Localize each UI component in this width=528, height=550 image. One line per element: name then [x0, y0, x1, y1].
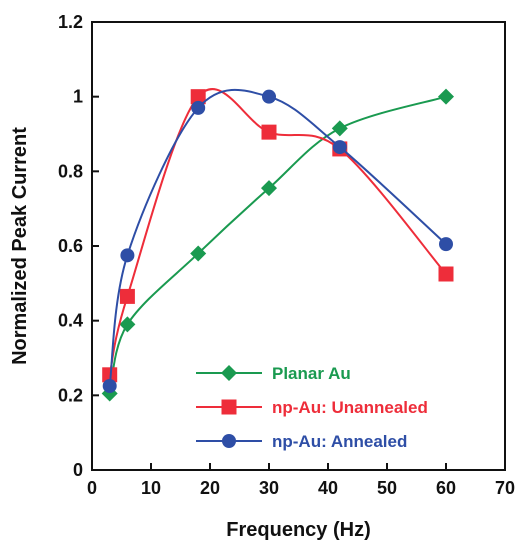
data-point — [261, 180, 277, 197]
x-tick-label: 10 — [141, 478, 161, 498]
legend-marker — [222, 434, 236, 448]
y-tick-label: 0.2 — [58, 385, 83, 405]
data-point — [190, 245, 207, 262]
y-tick-label: 1 — [73, 87, 83, 107]
x-tick-label: 20 — [200, 478, 220, 498]
data-point — [119, 316, 136, 333]
data-point — [102, 379, 117, 393]
y-tick-label: 0.8 — [58, 161, 83, 181]
x-tick-label: 40 — [318, 478, 338, 498]
data-point — [191, 100, 206, 115]
data-point — [262, 89, 276, 104]
data-point — [190, 89, 206, 105]
legend-item: np-Au: Annealed — [196, 432, 407, 451]
y-axis-title: Normalized Peak Current — [9, 127, 31, 365]
y-tick-label: 0.4 — [58, 311, 83, 331]
x-tick-label: 70 — [495, 478, 515, 498]
series-line — [108, 88, 447, 376]
legend-label: np-Au: Unannealed — [272, 398, 428, 417]
legend-item: Planar Au — [196, 364, 351, 383]
series-line — [108, 95, 447, 394]
y-tick-label: 0.6 — [58, 236, 83, 256]
axes-layer: 0 10 20 30 40 50 60 70 0 0.2 0.4 0.6 0.8 1 1.2 — [58, 12, 515, 498]
data-point — [102, 367, 118, 383]
series-2 — [102, 88, 453, 393]
series-line — [108, 88, 447, 387]
data-point — [438, 266, 454, 282]
legend: Planar Au np-Au: Unannealed np-Au: Anneale… — [196, 364, 428, 451]
legend-marker — [221, 399, 237, 415]
series-1 — [102, 88, 454, 383]
legend-label: Planar Au — [272, 364, 351, 383]
y-tick-label: 0 — [73, 460, 83, 480]
y-tick-label: 1.2 — [58, 12, 83, 32]
legend-marker — [221, 365, 237, 381]
x-tick-label: 50 — [377, 478, 397, 498]
data-point — [120, 248, 135, 263]
series-0 — [101, 88, 454, 402]
x-axis-title: Frequency (Hz) — [226, 519, 370, 541]
x-tick-label: 60 — [436, 478, 456, 498]
legend-label: np-Au: Annealed — [272, 432, 407, 451]
data-point — [331, 120, 348, 137]
data-point — [438, 88, 454, 105]
legend-item: np-Au: Unannealed — [196, 398, 428, 417]
series-layer — [101, 88, 454, 402]
data-point — [261, 124, 277, 140]
x-tick-label: 0 — [87, 478, 97, 498]
x-tick-label: 30 — [259, 478, 279, 498]
data-point — [119, 288, 135, 304]
data-point — [332, 140, 347, 155]
data-point — [439, 237, 453, 252]
